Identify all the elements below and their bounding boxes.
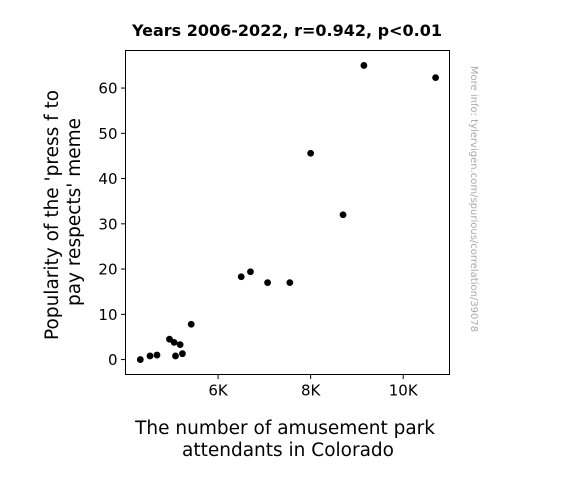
watermark-text: More info: tylervigen.com/spurious/corre… <box>468 66 479 332</box>
x-axis-label: The number of amusement park attendants … <box>134 418 441 461</box>
plot-area <box>125 50 450 375</box>
y-axis-label-line-1: Popularity of the 'press f to <box>42 90 63 340</box>
y-axis-label: Popularity of the 'press f to pay respec… <box>42 84 85 340</box>
chart-title: Years 2006-2022, r=0.942, p<0.01 <box>131 21 442 40</box>
y-axis: 0 10 20 30 40 50 60 <box>98 80 126 369</box>
data-point <box>179 350 186 358</box>
data-point <box>172 352 179 360</box>
data-point <box>170 338 178 346</box>
x-axis: 6K 8K 10K <box>208 374 419 400</box>
data-point <box>264 279 271 287</box>
data-point <box>237 273 245 281</box>
y-tick-label: 10 <box>98 306 117 324</box>
data-point <box>247 268 254 276</box>
y-tick-label: 30 <box>98 215 117 233</box>
data-point <box>360 62 368 69</box>
y-tick-label: 60 <box>98 80 117 98</box>
data-points <box>136 62 440 363</box>
y-tick-label: 40 <box>98 170 117 188</box>
data-point <box>153 351 161 359</box>
x-tick-label: 10K <box>389 382 419 400</box>
data-point <box>146 352 154 360</box>
y-tick-label: 20 <box>98 261 117 279</box>
data-point <box>187 320 195 328</box>
data-point <box>176 341 184 349</box>
y-tick-label: 50 <box>98 125 117 143</box>
data-point <box>307 149 315 157</box>
x-axis-label-line-2: attendants in Colorado <box>182 440 394 461</box>
data-point <box>432 74 440 82</box>
x-tick-label: 6K <box>208 382 229 400</box>
data-point <box>286 279 294 287</box>
y-tick-label: 0 <box>108 351 118 369</box>
data-point <box>339 211 347 219</box>
x-tick-label: 8K <box>301 382 322 400</box>
x-axis-label-line-1: The number of amusement park <box>134 418 435 439</box>
y-axis-label-line-2: pay respects' meme <box>64 118 85 306</box>
data-point <box>136 356 144 363</box>
